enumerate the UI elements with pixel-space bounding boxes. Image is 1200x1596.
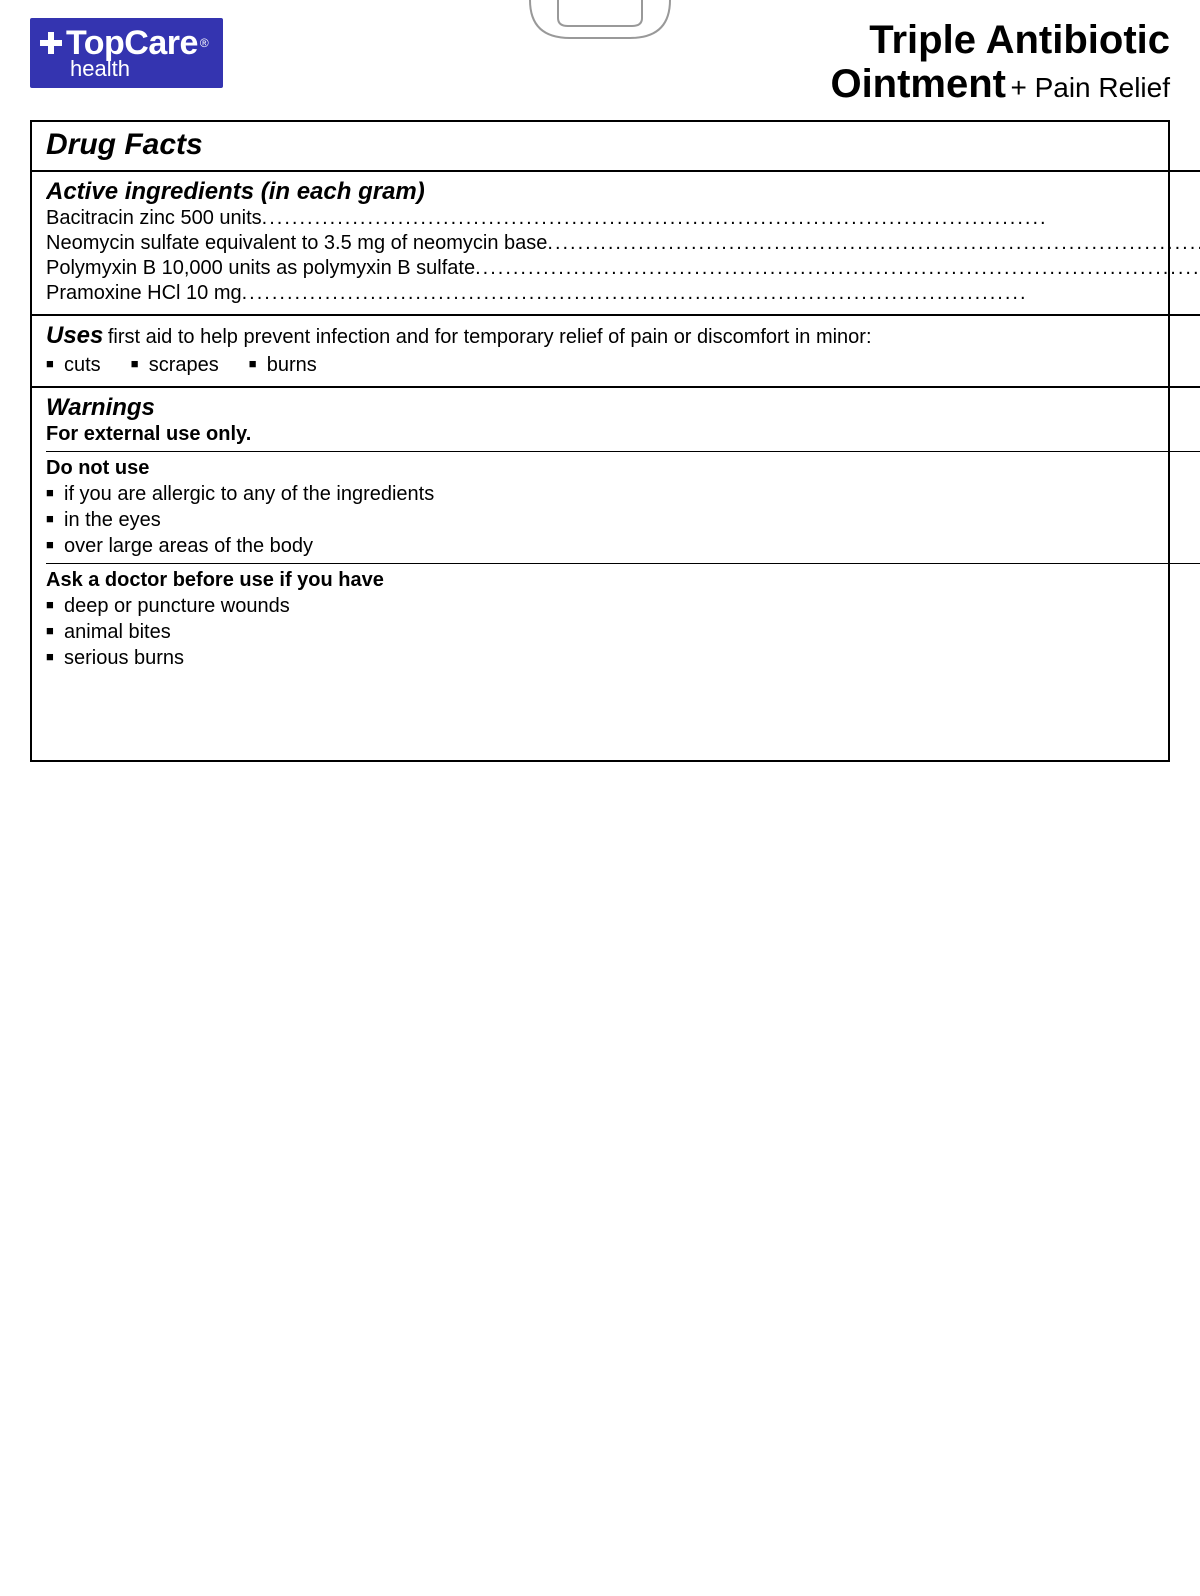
dot-leader: ........................................… (242, 281, 1200, 306)
warnings-section: Warnings For external use only. Do not u… (32, 386, 1200, 760)
do-not-use-title: Do not use (46, 456, 1200, 481)
ingredient-row: Polymyxin B 10,000 units as polymyxin B … (46, 256, 1200, 281)
dot-leader: ........................................… (547, 231, 1200, 256)
ingredient-row: Bacitracin zinc 500 units...............… (46, 206, 1200, 231)
ingredient-row: Neomycin sulfate equivalent to 3.5 mg of… (46, 231, 1200, 256)
drug-facts-title: Drug Facts (46, 128, 1200, 162)
ingredient-name: Bacitracin zinc 500 units (46, 206, 262, 231)
do-not-use-item: in the eyes (46, 507, 1200, 533)
ingredient-name: Neomycin sulfate equivalent to 3.5 mg of… (46, 231, 547, 256)
uses-title: Uses (46, 322, 103, 349)
dot-leader: ........................................… (262, 206, 1200, 231)
drug-facts-header-left: Drug Facts (32, 122, 1200, 170)
brand-name: TopCare (66, 26, 198, 60)
do-not-use-item: over large areas of the body (46, 533, 1200, 559)
product-line2: Ointment (830, 62, 1006, 106)
left-column: Drug Facts Active ingredients (in each g… (32, 122, 1200, 760)
registered-mark: ® (200, 37, 209, 49)
ingredient-name: Polymyxin B 10,000 units as polymyxin B … (46, 256, 475, 281)
do-not-use-list: if you are allergic to any of the ingred… (46, 481, 1200, 559)
uses-item: burns (249, 352, 317, 378)
active-ingredients-title: Active ingredients (in each gram) (46, 178, 425, 205)
brand-logo: TopCare ® health (30, 18, 223, 88)
uses-item: cuts (46, 352, 101, 378)
ingredients-list: Bacitracin zinc 500 units...............… (46, 206, 1200, 306)
ask-doctor-item: animal bites (46, 619, 1200, 645)
uses-item: scrapes (131, 352, 219, 378)
ask-doctor-list: deep or puncture woundsanimal bitesserio… (46, 593, 1200, 671)
ask-doctor-title: Ask a doctor before use if you have (46, 568, 1200, 593)
product-title: Triple Antibiotic Ointment + Pain Relief (830, 18, 1170, 106)
warnings-title: Warnings (46, 394, 1200, 422)
active-ingredients-section: Active ingredients (in each gram) Purpos… (32, 170, 1200, 314)
product-sub: + Pain Relief (1010, 72, 1170, 103)
ingredient-name: Pramoxine HCl 10 mg (46, 281, 242, 306)
ask-doctor-item: deep or puncture wounds (46, 593, 1200, 619)
ask-doctor-item: serious burns (46, 645, 1200, 671)
external-use-only: For external use only. (46, 422, 1200, 447)
dot-leader: ........................................… (475, 256, 1200, 281)
brand-sub: health (70, 58, 209, 80)
header: TopCare ® health Triple Antibiotic Ointm… (30, 18, 1170, 106)
product-line1: Triple Antibiotic (830, 18, 1170, 62)
plus-icon (40, 32, 62, 54)
do-not-use-item: if you are allergic to any of the ingred… (46, 481, 1200, 507)
drug-facts-panel: Drug Facts Active ingredients (in each g… (30, 120, 1170, 762)
uses-list: cuts scrapes burns (46, 352, 1200, 378)
hanger-cutout-icon (500, 0, 700, 60)
ingredient-row: Pramoxine HCl 10 mg.....................… (46, 281, 1200, 306)
uses-section: Uses first aid to help prevent infection… (32, 314, 1200, 386)
uses-text: first aid to help prevent infection and … (108, 326, 872, 348)
